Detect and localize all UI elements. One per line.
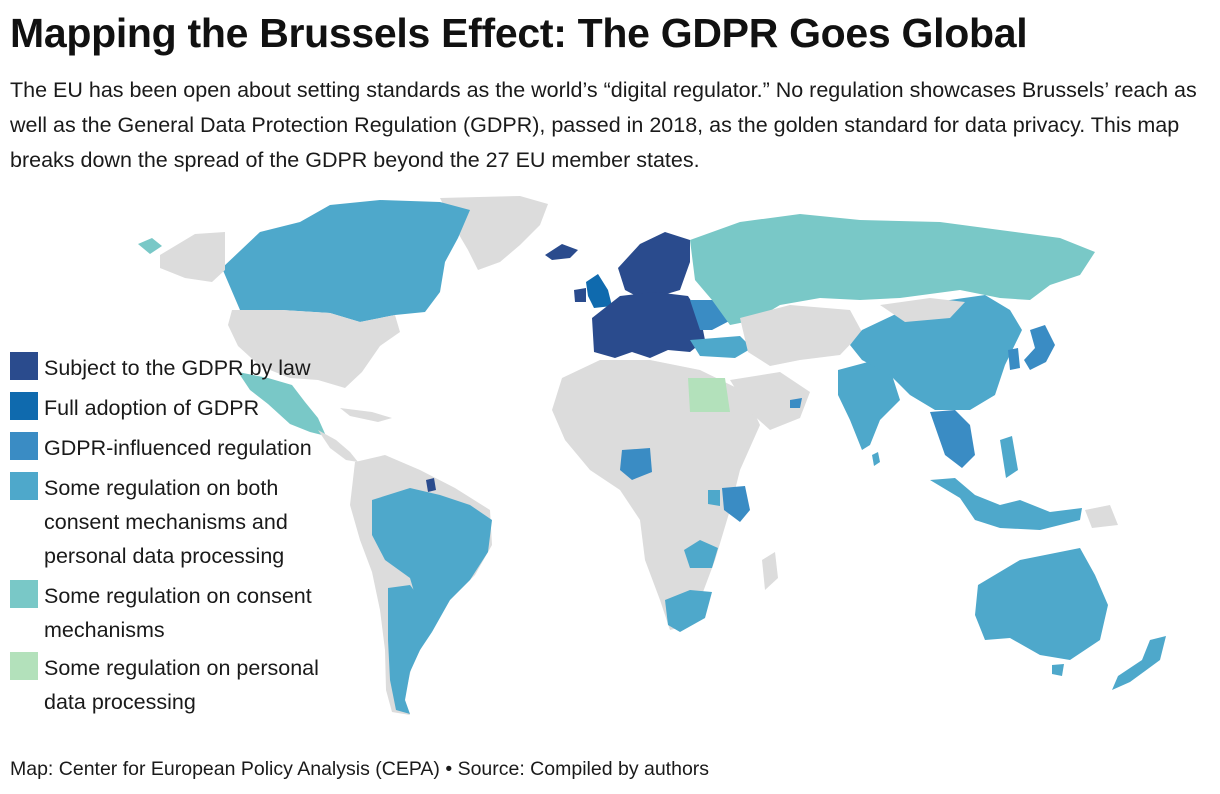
legend-swatch [10,652,38,680]
region-new-zealand [1112,636,1166,690]
region-mexico [238,372,326,436]
region-central-america [318,430,358,462]
region-russia [690,214,1095,325]
region-japan [1024,325,1055,370]
region-south-africa [665,590,712,632]
legend-swatch [10,392,38,420]
region-kenya [722,486,750,522]
region-turkey [690,336,752,358]
region-french-guiana [426,478,436,492]
world-map [138,196,1166,715]
page-title: Mapping the Brussels Effect: The GDPR Go… [10,10,1028,56]
region-caribbean [340,408,392,422]
region-uae [790,398,802,408]
region-southeast-asia [930,410,975,468]
region-arabia [730,372,810,430]
region-australia [975,548,1108,660]
region-argentina [388,585,432,714]
region-southern-africa-mid [684,540,718,568]
legend-label: Full adoption of GDPR [44,396,260,420]
legend-swatch [10,472,38,500]
region-ireland [574,288,586,302]
region-tasmania [1052,664,1064,676]
region-canada [222,200,470,322]
region-alaska-teal [138,238,162,254]
region-central-asia [740,305,862,366]
region-scandinavia [618,232,690,298]
region-png [1085,505,1118,528]
legend-label: Some regulation on both consent mechanis… [44,476,288,568]
region-nigeria [620,448,652,480]
legend-label: Some regulation on consent mechanisms [44,584,312,642]
region-egypt [688,378,730,412]
region-iceland [545,244,578,260]
legend-label: GDPR-influenced regulation [44,436,312,460]
region-philippines [1000,436,1018,478]
region-indonesia [930,478,1082,530]
region-india [838,362,900,450]
legend-swatch [10,580,38,608]
legend-label: Subject to the GDPR by law [44,356,311,380]
region-sri-lanka [872,452,880,466]
legend-label: Some regulation on personal data process… [44,656,319,714]
page-footer: Map: Center for European Policy Analysis… [10,758,710,780]
region-south-korea [1008,348,1020,370]
region-alaska [160,232,225,282]
region-eu-mainland [592,292,705,358]
region-china [850,295,1022,410]
region-uganda [708,490,720,506]
region-mongolia [880,298,965,322]
legend-swatch [10,432,38,460]
region-uk [586,274,612,308]
region-usa [228,310,400,388]
region-madagascar [762,552,778,590]
page-subtitle: The EU has been open about setting stand… [10,78,1197,172]
region-brazil [372,488,492,632]
legend-swatch [10,352,38,380]
